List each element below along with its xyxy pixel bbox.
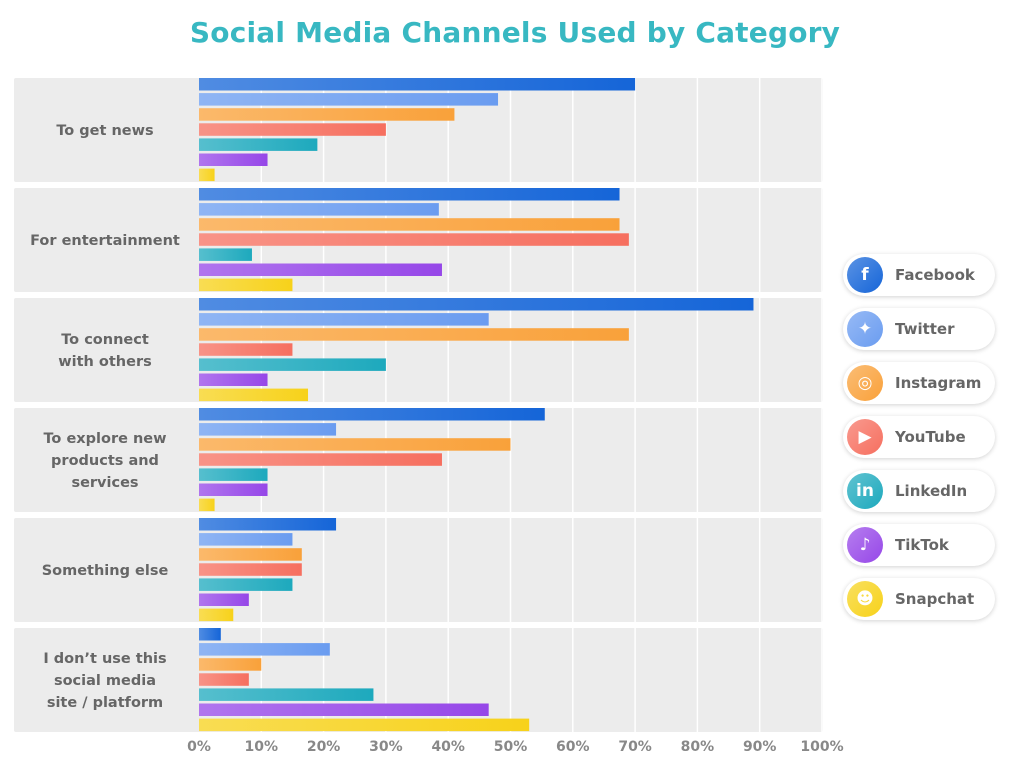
legend-item-instagram: ◎ Instagram <box>843 362 995 404</box>
x-tick-label: 0% <box>187 739 211 755</box>
tiktok-icon: ♪ <box>847 527 883 563</box>
bar-facebook <box>199 628 221 641</box>
bar-snapchat <box>199 498 215 512</box>
instagram-icon: ◎ <box>847 365 883 401</box>
x-tick-label: 70% <box>618 739 652 755</box>
bar-twitter <box>199 643 330 656</box>
x-tick-label: 40% <box>431 739 465 755</box>
bar-facebook <box>199 408 545 421</box>
bar-instagram <box>199 218 620 231</box>
legend-item-tiktok: ♪ TikTok <box>843 524 995 566</box>
bar-facebook <box>199 518 337 531</box>
x-tick-label: 100% <box>800 739 843 755</box>
bar-snapchat <box>199 278 293 292</box>
x-tick-label: 50% <box>494 739 528 755</box>
bar-snapchat <box>199 718 530 732</box>
bar-twitter <box>199 533 293 546</box>
legend-label: Instagram <box>895 374 982 392</box>
bar-linkedin <box>199 468 268 481</box>
bar-facebook <box>199 78 636 91</box>
category-label: To get news <box>56 123 153 139</box>
bar-linkedin <box>199 688 374 701</box>
bar-instagram <box>199 438 511 451</box>
bar-snapchat <box>199 168 215 182</box>
bar-facebook <box>199 298 754 311</box>
bar-twitter <box>199 203 439 216</box>
legend-label: TikTok <box>895 536 949 554</box>
bar-youtube <box>199 343 293 356</box>
legend: f Facebook ✦ Twitter ◎ Instagram ▶ YouTube in Lin… <box>843 254 995 632</box>
bar-instagram <box>199 328 629 341</box>
bar-tiktok <box>199 703 489 716</box>
category-label: Something else <box>42 563 169 579</box>
x-tick-label: 90% <box>743 739 777 755</box>
category-label: I don’t use this social media site / platf… <box>43 651 166 711</box>
legend-item-snapchat: ☻ Snapchat <box>843 578 995 620</box>
bar-tiktok <box>199 593 249 606</box>
bar-tiktok <box>199 263 442 276</box>
legend-label: Facebook <box>895 266 975 284</box>
chart-title: Social Media Channels Used by Category <box>189 16 841 49</box>
legend-item-facebook: f Facebook <box>843 254 995 296</box>
facebook-icon: f <box>847 257 883 293</box>
category-label: To explore new products and services <box>43 431 166 491</box>
bar-youtube <box>199 453 442 466</box>
bar-instagram <box>199 108 455 121</box>
legend-item-linkedin: in LinkedIn <box>843 470 995 512</box>
bar-instagram <box>199 548 302 561</box>
x-tick-label: 80% <box>681 739 715 755</box>
bar-snapchat <box>199 388 309 402</box>
bar-linkedin <box>199 248 252 261</box>
category-label: For entertainment <box>30 233 180 249</box>
x-tick-label: 60% <box>556 739 590 755</box>
bar-twitter <box>199 423 337 436</box>
bar-snapchat <box>199 608 234 622</box>
x-tick-label: 30% <box>369 739 403 755</box>
linkedin-icon: in <box>847 473 883 509</box>
legend-label: YouTube <box>895 428 966 446</box>
legend-item-youtube: ▶ YouTube <box>843 416 995 458</box>
bar-linkedin <box>199 578 293 591</box>
category-label: To connect with others <box>58 332 152 370</box>
bar-tiktok <box>199 373 268 386</box>
legend-item-twitter: ✦ Twitter <box>843 308 995 350</box>
bar-youtube <box>199 563 302 576</box>
bar-instagram <box>199 658 262 671</box>
bar-twitter <box>199 313 489 326</box>
bar-tiktok <box>199 153 268 166</box>
snapchat-icon: ☻ <box>847 581 883 617</box>
bar-twitter <box>199 93 499 106</box>
legend-label: Twitter <box>895 320 955 338</box>
bar-linkedin <box>199 358 386 371</box>
legend-label: Snapchat <box>895 590 975 608</box>
bar-linkedin <box>199 138 318 151</box>
x-tick-label: 20% <box>307 739 341 755</box>
bar-youtube <box>199 123 386 136</box>
youtube-icon: ▶ <box>847 419 883 455</box>
x-tick-label: 10% <box>245 739 279 755</box>
bar-youtube <box>199 233 629 246</box>
bar-tiktok <box>199 483 268 496</box>
bar-facebook <box>199 188 620 201</box>
legend-label: LinkedIn <box>895 482 968 500</box>
twitter-icon: ✦ <box>847 311 883 347</box>
bar-youtube <box>199 673 249 686</box>
